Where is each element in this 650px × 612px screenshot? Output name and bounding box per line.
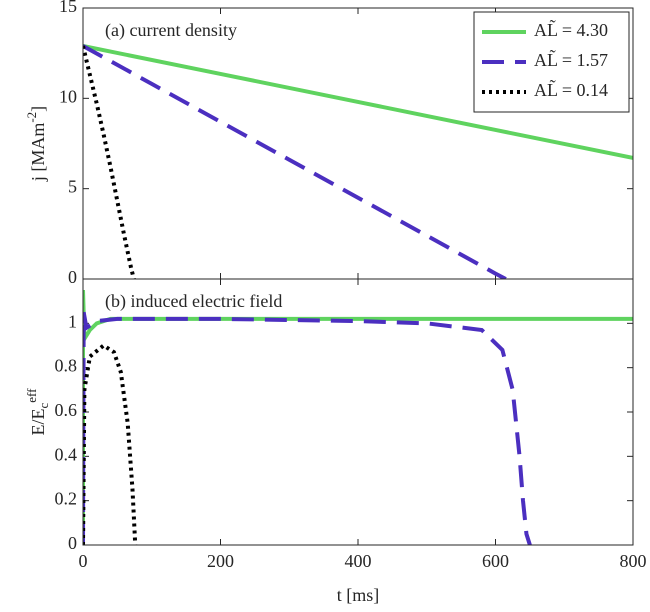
y-tick-label: 0.8: [55, 356, 78, 376]
x-tick-label: 600: [482, 551, 509, 571]
series-line: [83, 343, 138, 545]
series-line: [83, 311, 532, 545]
x-tick-label: 200: [207, 551, 234, 571]
y-tick-label: 0.2: [55, 489, 78, 509]
series-line: [83, 44, 507, 279]
legend-label: AL̃ = 0.14: [534, 79, 608, 101]
series-line: [83, 43, 633, 160]
x-axis-label: t [ms]: [337, 585, 380, 605]
legend-label: AL̃ = 1.57: [534, 49, 608, 71]
y-tick-label: 0.4: [55, 444, 78, 464]
annotation: (a) current density: [105, 20, 237, 41]
series-line: [83, 290, 633, 545]
y-tick-label: 1: [68, 311, 77, 331]
annotation: (b) induced electric field: [105, 291, 282, 312]
y-axis-label: j [MAm-2​]: [24, 106, 48, 182]
legend-label: AL̃ = 4.30: [534, 19, 608, 41]
y-tick-label: 0: [68, 267, 77, 287]
y-axis-label: E/Ec​eff​: [24, 388, 51, 436]
x-tick-label: 400: [345, 551, 372, 571]
series-line: [83, 45, 136, 279]
plot-frame: [82, 278, 634, 546]
y-tick-label: 5: [68, 177, 77, 197]
y-tick-label: 15: [59, 0, 77, 16]
x-tick-label: 800: [620, 551, 647, 571]
y-tick-label: 0.6: [55, 400, 78, 420]
y-tick-label: 10: [59, 86, 77, 106]
y-tick-label: 0: [68, 533, 77, 553]
x-tick-label: 0: [79, 551, 88, 571]
